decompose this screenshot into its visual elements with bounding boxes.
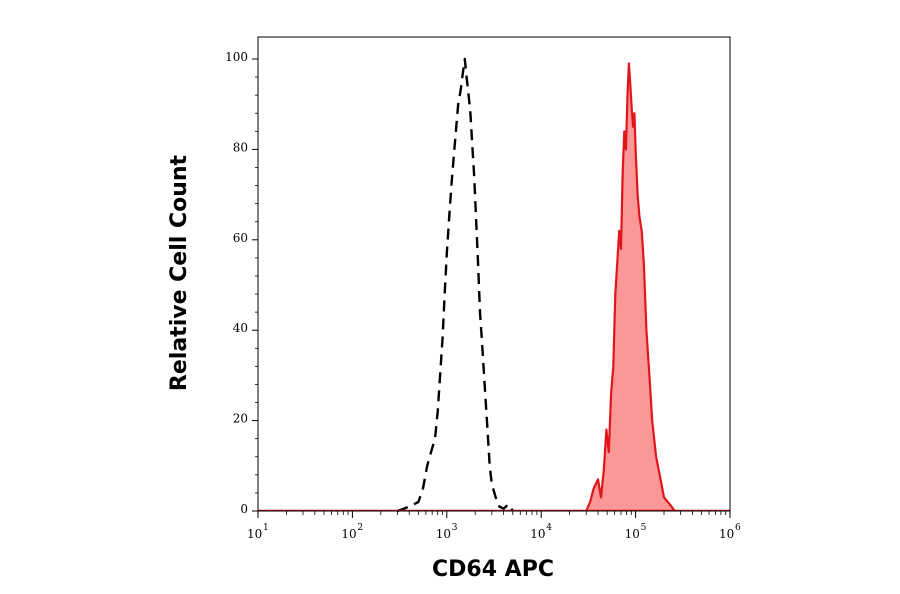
x-tick-label-base-4: 10 bbox=[625, 527, 640, 541]
x-tick-label-exp-0: 1 bbox=[263, 523, 269, 533]
x-tick-label-base-5: 10 bbox=[719, 527, 734, 541]
y-axis-title: Relative Cell Count bbox=[167, 154, 192, 391]
x-axis-title: CD64 APC bbox=[432, 557, 554, 582]
series-line-1 bbox=[585, 62, 676, 512]
series-fill-1 bbox=[586, 63, 675, 511]
y-tick-label-0: 0 bbox=[240, 502, 248, 516]
series-line-0 bbox=[396, 57, 514, 513]
plot-frame bbox=[257, 36, 731, 512]
y-tick-label-5: 100 bbox=[225, 50, 248, 64]
x-tick-label-exp-4: 5 bbox=[641, 523, 647, 533]
x-tick-label-base-1: 10 bbox=[341, 527, 356, 541]
plot-area bbox=[258, 57, 730, 513]
y-tick-label-3: 60 bbox=[233, 231, 248, 245]
x-tick-label-exp-5: 6 bbox=[735, 523, 741, 533]
x-tick-label-exp-1: 2 bbox=[357, 523, 363, 533]
x-tick-label-exp-2: 3 bbox=[452, 523, 458, 533]
x-tick-label-base-0: 10 bbox=[247, 527, 262, 541]
y-tick-label-4: 80 bbox=[233, 140, 248, 154]
x-tick-label-exp-3: 4 bbox=[546, 523, 552, 533]
x-tick-label-base-3: 10 bbox=[530, 527, 545, 541]
x-tick-label-base-2: 10 bbox=[436, 527, 451, 541]
y-tick-label-1: 20 bbox=[233, 412, 248, 426]
y-tick-label-2: 40 bbox=[233, 321, 248, 335]
